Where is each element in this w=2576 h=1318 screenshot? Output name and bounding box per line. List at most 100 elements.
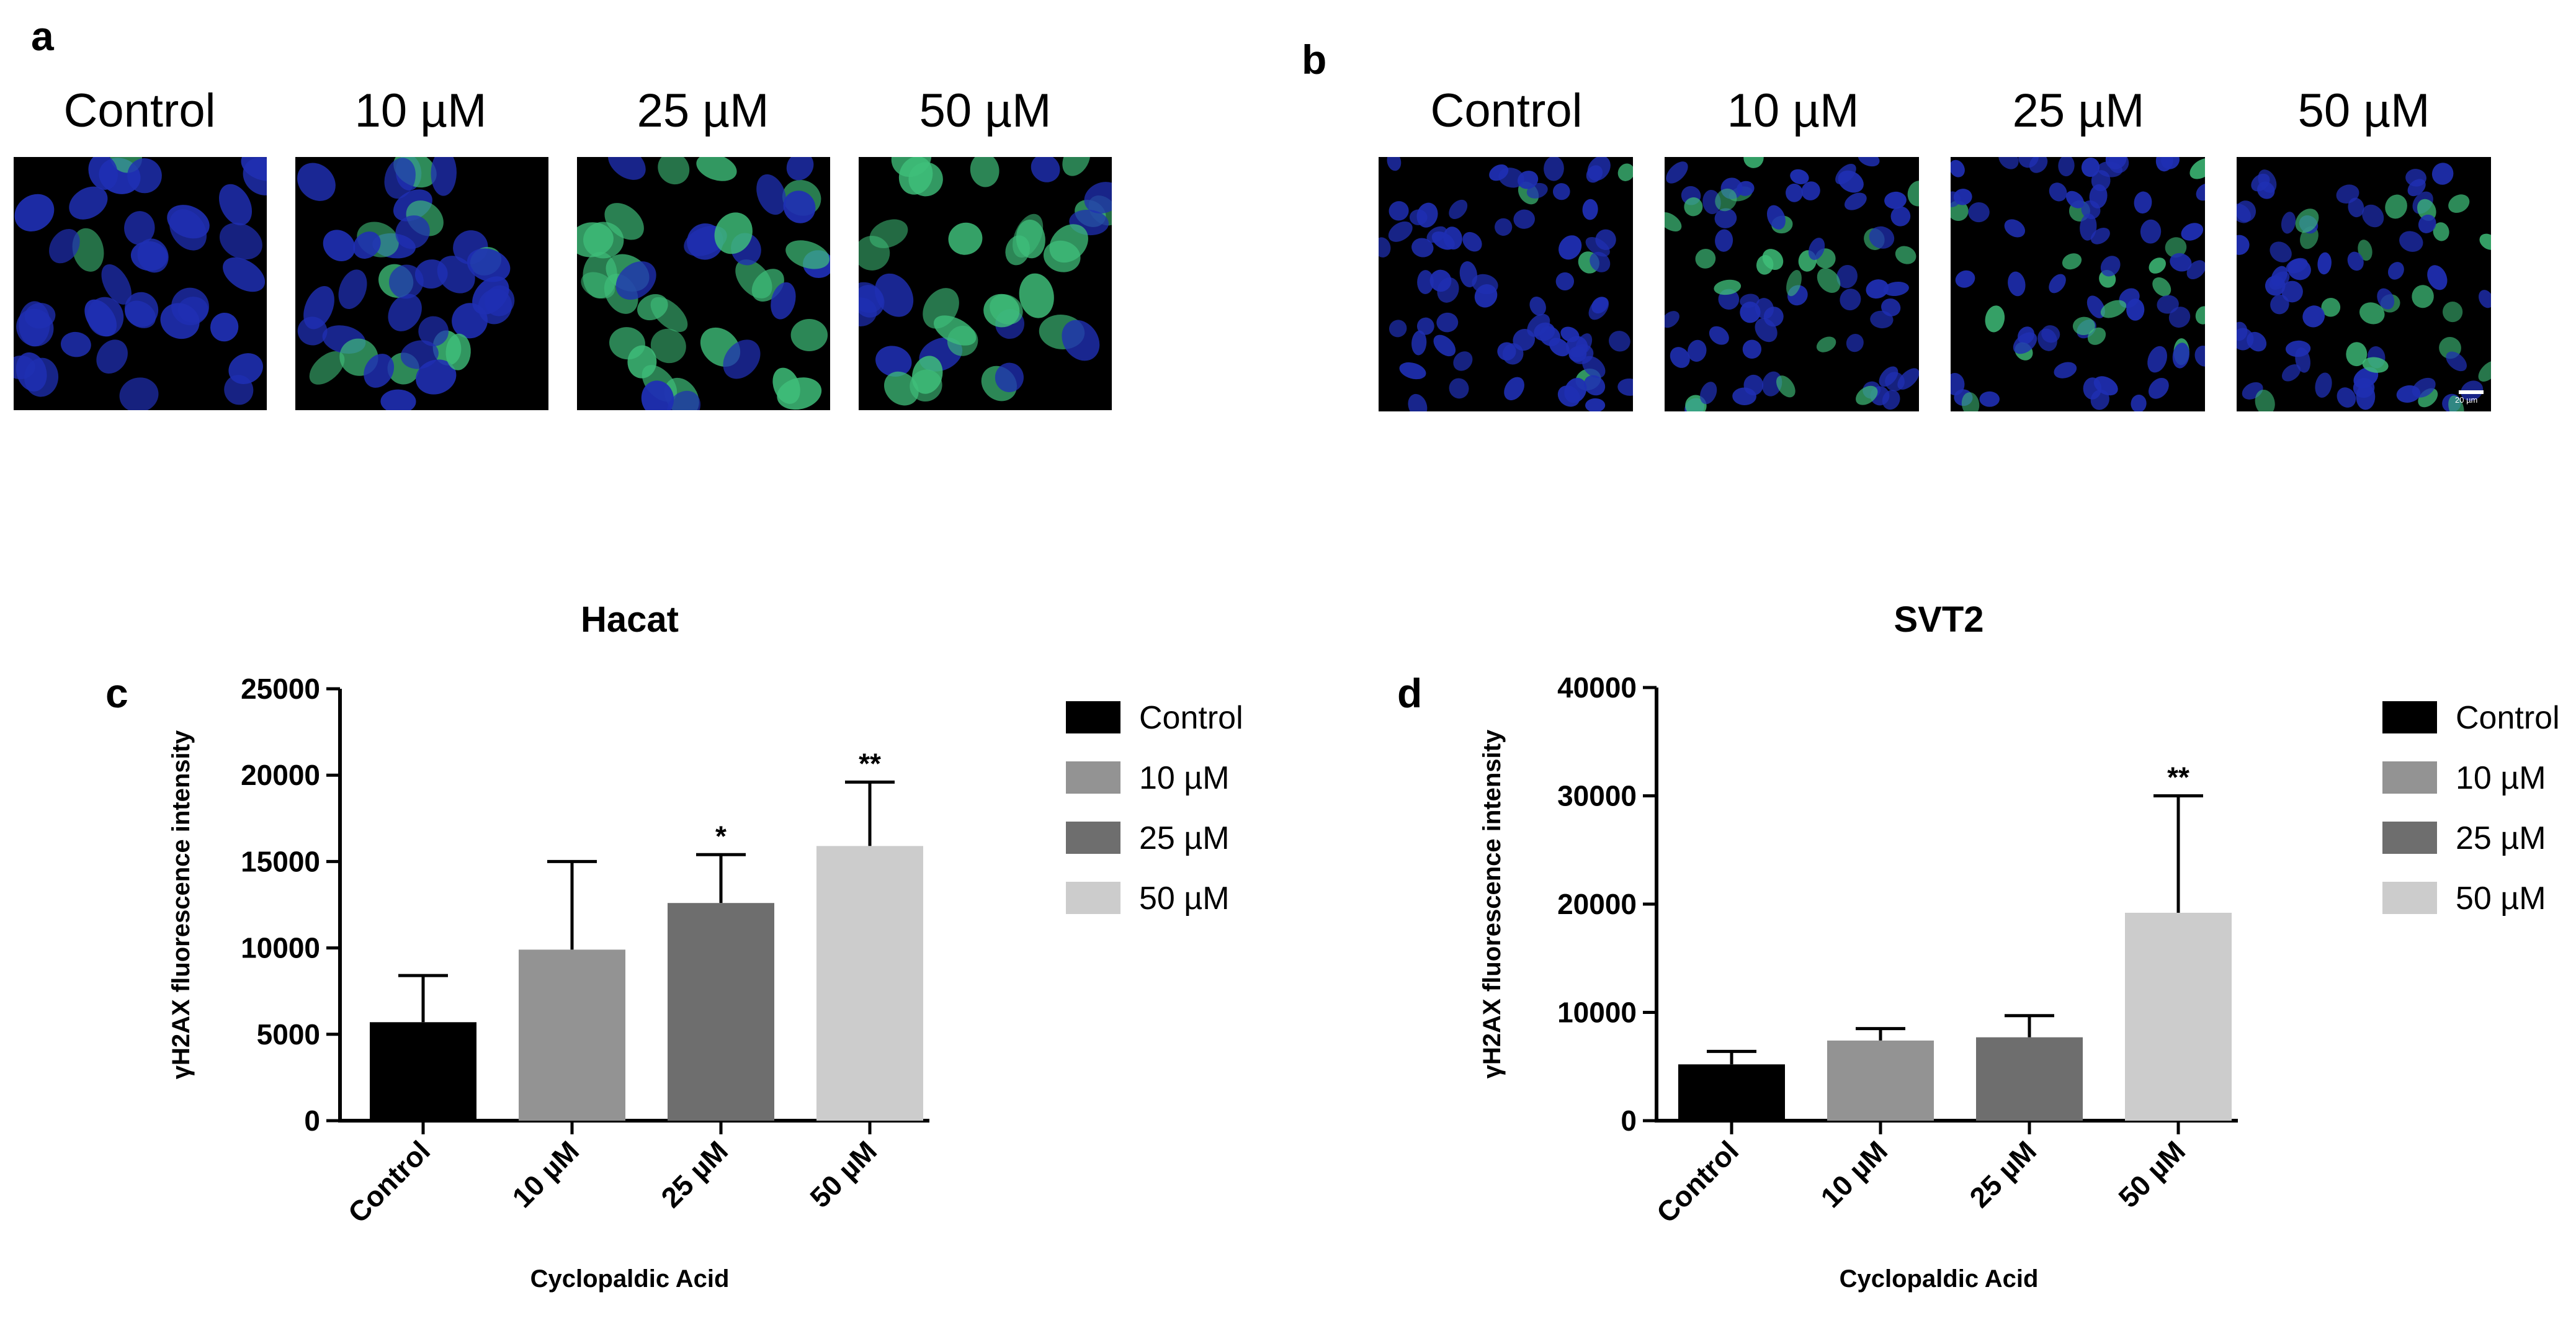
nucleus [2281, 364, 2301, 382]
nucleus-gh2ax-positive [1665, 212, 1682, 231]
nucleus [1585, 398, 1606, 411]
nucleus-gh2ax-positive [445, 333, 471, 370]
nucleus [2353, 377, 2375, 398]
nucleus [1449, 378, 1469, 399]
nucleus-gh2ax-positive [2189, 158, 2205, 179]
nucleus [2427, 265, 2448, 290]
nucleus-gh2ax-positive [72, 228, 104, 272]
panel-b-label-10um: 10 µM [1727, 84, 1859, 137]
nucleus [395, 215, 430, 249]
nucleus-gh2ax-positive [696, 157, 737, 181]
nucleus [210, 312, 239, 342]
nucleus [1840, 289, 1861, 311]
nucleus [24, 357, 59, 397]
nucleus [1835, 163, 1856, 185]
y-tick-label: 0 [304, 1105, 320, 1137]
nucleus [1755, 318, 1778, 343]
nucleus [2237, 200, 2256, 222]
nucleus [2247, 331, 2267, 352]
legend-label: 10 µM [1139, 760, 1230, 796]
x-axis-title: Cyclopaldic Acid [1840, 1265, 2039, 1293]
nucleus [2131, 394, 2147, 411]
chart-title: SVT2 [1894, 599, 1983, 640]
nucleus-gh2ax-positive [2072, 316, 2095, 335]
nucleus-gh2ax-positive [650, 328, 686, 364]
nucleus [1472, 274, 1498, 295]
nucleus-gh2ax-positive [2358, 240, 2373, 261]
nucleus [615, 261, 656, 300]
nucleus [2431, 163, 2454, 185]
nucleus [1670, 347, 1690, 368]
legend-swatch [2382, 882, 2437, 914]
nucleus [2140, 219, 2162, 244]
nucleus [2004, 219, 2026, 238]
nucleus [49, 228, 80, 264]
nucleus-gh2ax-positive [883, 371, 919, 406]
nucleus [2317, 252, 2332, 275]
nucleus [1955, 270, 1975, 288]
nucleus [1399, 362, 1426, 380]
x-tick-label: 50 µM [803, 1134, 883, 1214]
panel-b-label-25um: 25 µM [2012, 84, 2145, 137]
nucleus [2479, 290, 2491, 308]
panel-a-image-25um [577, 157, 830, 410]
legend-swatch [2382, 701, 2437, 733]
nucleus [2054, 362, 2077, 379]
nucleus [2155, 157, 2173, 172]
bar [1976, 1037, 2083, 1121]
nucleus [667, 390, 701, 410]
nucleus [607, 157, 646, 180]
nucleus [2081, 158, 2100, 177]
nucleus-gh2ax-positive [2149, 258, 2166, 274]
nucleus-gh2ax-positive [947, 325, 978, 356]
nucleus [1411, 330, 1427, 356]
nucleus-gh2ax-positive [2346, 342, 2368, 367]
nucleus [2418, 214, 2436, 233]
nucleus [2251, 173, 2270, 192]
nucleus-gh2ax-positive [1617, 163, 1633, 181]
nucleus [783, 191, 816, 223]
y-tick-label: 30000 [1557, 780, 1637, 812]
nucleus [2194, 346, 2205, 367]
nucleus [2172, 343, 2189, 369]
nucleus [1387, 157, 1402, 171]
nucleus [1566, 336, 1588, 358]
nucleus-gh2ax-positive [1684, 197, 1703, 217]
nucleus-gh2ax-positive [1856, 385, 1878, 405]
nucleus [1714, 208, 1737, 228]
nucleus [1885, 372, 1905, 392]
nucleus [2170, 253, 2192, 272]
nucleus [1513, 209, 1535, 229]
nucleus [1587, 157, 1611, 181]
nucleus [2336, 184, 2359, 204]
nucleus-gh2ax-positive [1019, 273, 1054, 318]
nucleus [2315, 372, 2332, 398]
nucleus [2147, 346, 2167, 373]
nucleus [1453, 351, 1473, 371]
nucleus [127, 158, 162, 194]
legend-swatch [1066, 701, 1120, 733]
x-tick-label: Control [342, 1134, 436, 1229]
nucleus [1884, 191, 1907, 209]
nucleus [1497, 342, 1516, 361]
nucleus [1665, 311, 1679, 328]
y-tick-label: 20000 [241, 759, 320, 791]
legend-swatch [2382, 761, 2437, 794]
nucleus [353, 231, 381, 259]
chart-d-svt2: d SVT2 0 10000 20000 30000 40000 γH2AX fluoresc… [1397, 599, 2560, 1293]
nucleus-gh2ax-positive [1816, 336, 1836, 352]
nucleus-gh2ax-positive [1895, 246, 1916, 264]
panel-a-image-control [14, 157, 267, 410]
nucleus [223, 257, 266, 292]
nucleus [1433, 334, 1456, 357]
nucleus-gh2ax-positive [2412, 285, 2434, 308]
nucleus [1951, 372, 1965, 396]
nucleus [1552, 183, 1570, 200]
nucleus-gh2ax-positive [577, 222, 614, 258]
nucleus-gh2ax-positive [1985, 305, 2005, 333]
nucleus [1417, 270, 1434, 294]
nucleus [2237, 321, 2248, 341]
nucleus [1582, 199, 1598, 220]
nucleus-gh2ax-positive [1961, 392, 1980, 411]
